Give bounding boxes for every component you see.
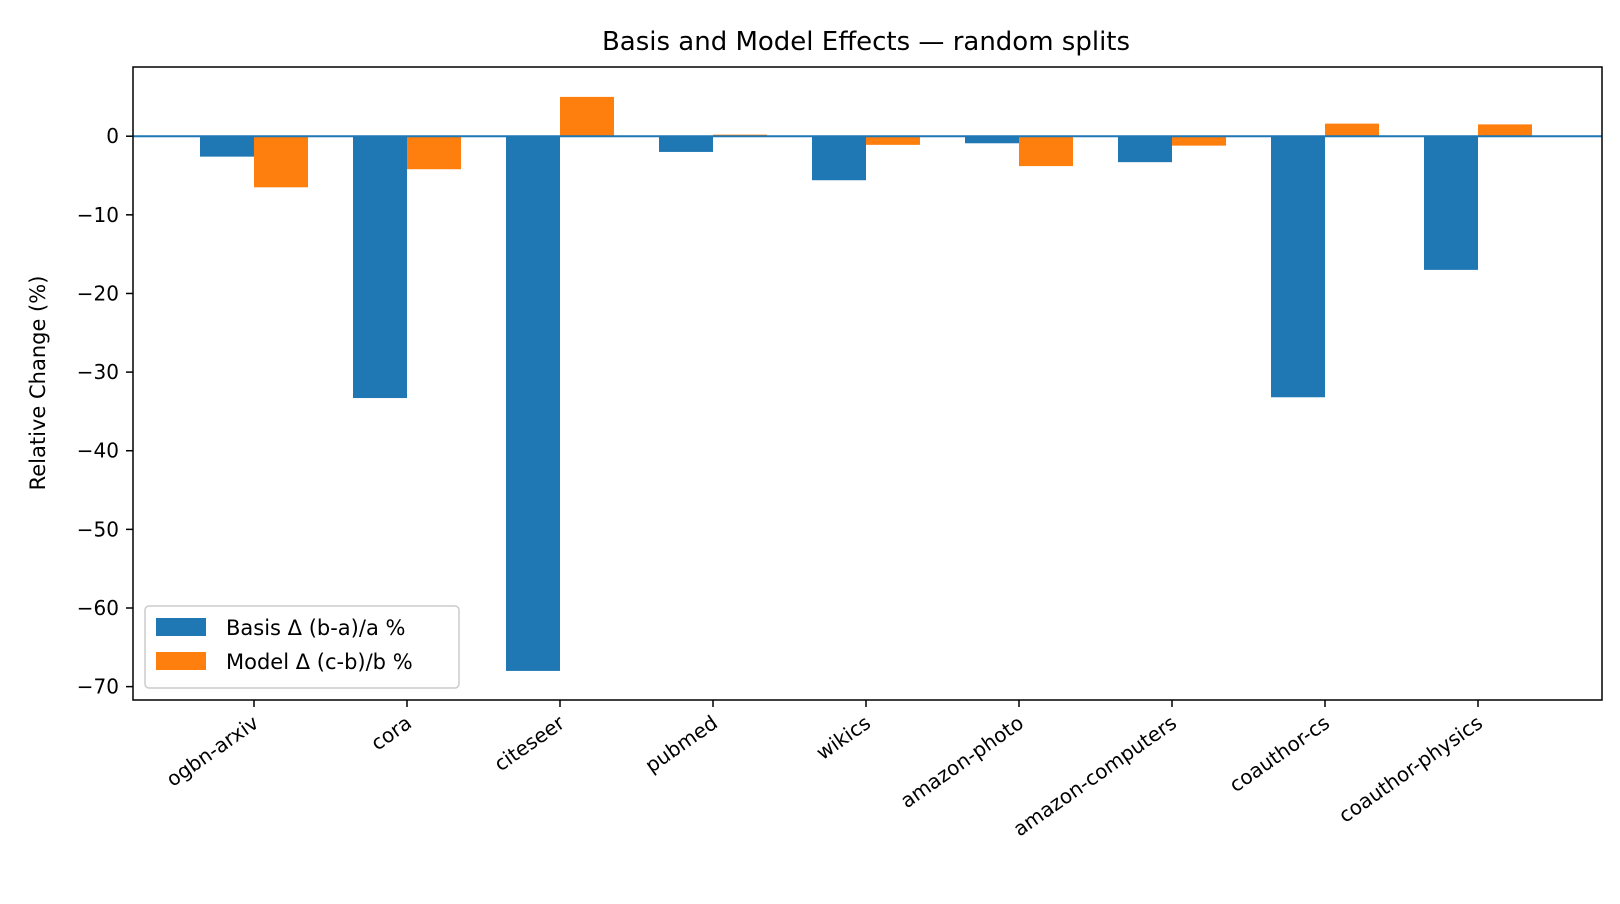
legend-label: Basis Δ (b-a)/a % xyxy=(226,616,405,640)
legend-label: Model Δ (c-b)/b % xyxy=(226,650,413,674)
bar-citeseer-series-1 xyxy=(506,136,560,671)
bar-coauthor-physics-series-1 xyxy=(1424,136,1478,270)
bar-cora-series-1 xyxy=(353,136,407,399)
bar-amazon-computers-series-1 xyxy=(1118,136,1172,163)
y-tick-label: −70 xyxy=(77,675,119,699)
legend-box xyxy=(144,605,460,689)
bar-ogbn-arxiv-series-2 xyxy=(254,136,308,188)
y-tick-label: −30 xyxy=(77,360,119,384)
x-tick-label: citeseer xyxy=(490,710,570,776)
bar-cora-series-2 xyxy=(407,136,461,170)
y-tick-label: −60 xyxy=(77,596,119,620)
bar-ogbn-arxiv-series-1 xyxy=(200,136,254,157)
x-tick-label: pubmed xyxy=(640,710,721,777)
y-tick-label: −40 xyxy=(77,439,119,463)
bar-amazon-photo-series-2 xyxy=(1019,136,1073,167)
x-tick-label: coauthor-physics xyxy=(1334,710,1487,827)
x-tick-label: amazon-photo xyxy=(896,710,1028,812)
x-tick-label: coauthor-cs xyxy=(1225,710,1334,796)
bar-coauthor-cs-series-1 xyxy=(1271,136,1325,398)
y-tick-label: −20 xyxy=(77,281,119,305)
bar-amazon-photo-series-1 xyxy=(965,136,1019,144)
legend: Basis Δ (b-a)/a % Model Δ (c-b)/b % xyxy=(144,605,460,689)
bar-pubmed-series-1 xyxy=(659,136,713,152)
bar-wikics-series-1 xyxy=(812,136,866,181)
legend-swatch xyxy=(156,618,206,636)
x-tick-label: wikics xyxy=(812,710,875,764)
plot-area: 0 −10 −20 −30 −40 −50 −60 −70 ogbn-arxiv cora cite… xyxy=(77,66,1603,841)
bar-amazon-computers-series-2 xyxy=(1172,136,1226,146)
bar-wikics-series-2 xyxy=(866,136,920,145)
x-tick-label: amazon-computers xyxy=(1009,710,1181,841)
bar-coauthor-physics-series-2 xyxy=(1478,124,1532,137)
y-tick-label: 0 xyxy=(106,124,119,148)
bar-coauthor-cs-series-2 xyxy=(1325,123,1379,137)
plot-frame xyxy=(132,66,1603,701)
chart-title: Basis and Model Effects — random splits xyxy=(602,27,1130,57)
y-tick-label: −50 xyxy=(77,517,119,541)
y-tick-label: −10 xyxy=(77,203,119,227)
y-axis-label: Relative Change (%) xyxy=(26,276,50,491)
x-tick-label: cora xyxy=(366,710,416,755)
x-tick-label: ogbn-arxiv xyxy=(162,710,263,791)
legend-swatch xyxy=(156,652,206,670)
bar-citeseer-series-2 xyxy=(560,96,614,137)
